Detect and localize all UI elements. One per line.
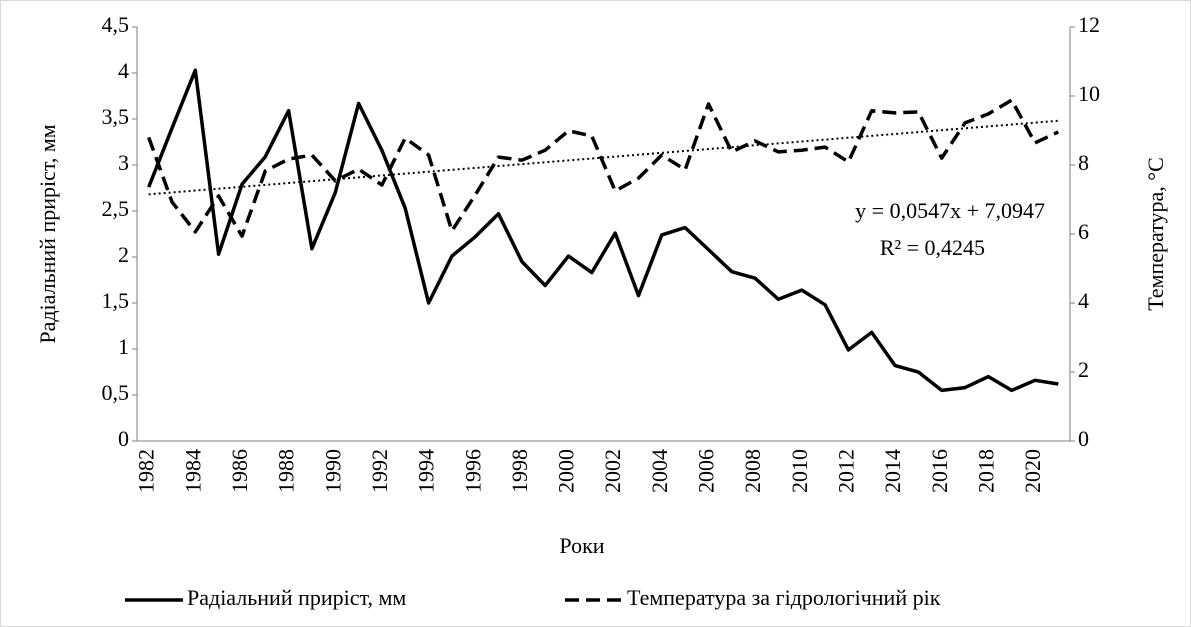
y-tick-label: 3 [118,150,129,175]
y2-tick-label: 4 [1078,288,1089,313]
x-tick-label: 1990 [320,449,345,493]
x-tick-label: 2000 [554,449,579,493]
x-tick-label: 2004 [647,449,672,493]
x-axis-title: Роки [559,533,604,558]
x-tick-label: 1988 [274,449,299,493]
y-tick-label: 1 [118,334,129,359]
x-tick-label: 1994 [414,449,439,493]
y2-tick-label: 0 [1078,426,1089,451]
x-tick-label: 2012 [833,449,858,493]
y-tick-label: 0 [118,426,129,451]
x-tick-label: 2008 [740,449,765,493]
trend-r-squared: R² = 0,4245 [880,235,985,260]
y2-axis-title: Температура, °C [1143,157,1168,311]
legend-label: Радіальний приріст, мм [187,585,406,610]
x-tick-label: 2020 [1020,449,1045,493]
x-tick-label: 1998 [507,449,532,493]
trendline [148,119,1059,196]
x-tick-label: 1982 [134,449,159,493]
y2-tick-label: 8 [1078,150,1089,175]
x-tick-label: 1992 [367,449,392,493]
x-tick-label: 2014 [880,449,905,493]
x-tick-label: 2010 [787,449,812,493]
x-tick-label: 1996 [460,449,485,493]
y2-tick-label: 12 [1078,12,1100,37]
y2-tick-label: 2 [1078,357,1089,382]
y-tick-label: 4,5 [102,12,130,37]
y-tick-label: 2,5 [102,196,130,221]
x-tick-label: 2006 [694,449,719,493]
y-tick-label: 0,5 [102,380,130,405]
x-tick-label: 2016 [927,449,952,493]
y2-tick-label: 10 [1078,81,1100,106]
y-tick-label: 2 [118,242,129,267]
y-tick-label: 4 [118,58,129,83]
y2-tick-label: 6 [1078,219,1089,244]
x-tick-label: 1986 [227,449,252,493]
series-line [147,68,1059,393]
x-tick-label: 1984 [180,449,205,493]
x-tick-label: 2002 [600,449,625,493]
series-line [147,98,1060,238]
y-tick-label: 3,5 [102,104,130,129]
y-axis-title: Радіальний приріст, мм [35,124,60,343]
x-tick-label: 2018 [973,449,998,493]
trend-equation: y = 0,0547x + 7,0947 [855,198,1045,223]
legend-label: Температура за гідрологічний рік [627,585,941,610]
y-tick-label: 1,5 [102,288,130,313]
